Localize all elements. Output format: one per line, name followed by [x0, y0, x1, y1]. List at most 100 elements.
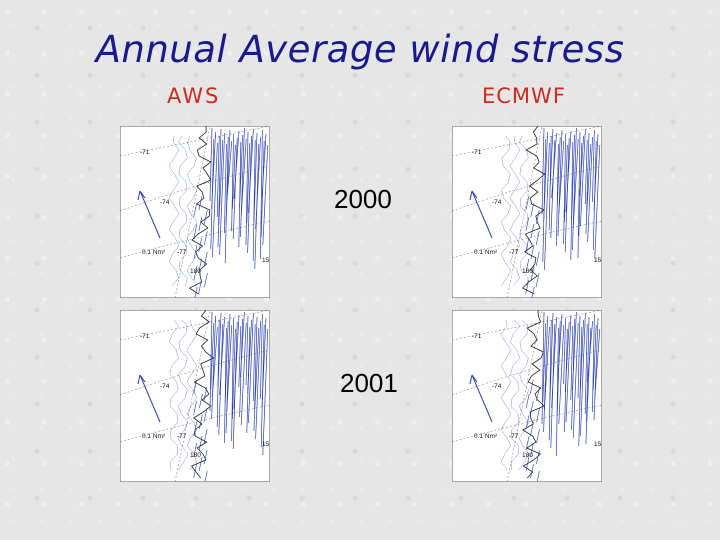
wind-vector: [549, 312, 554, 401]
wind-vector: [571, 134, 575, 221]
wind-vector: [536, 470, 540, 482]
year-label-2001: 2001: [340, 368, 398, 398]
wind-vector: [530, 265, 535, 281]
wind-vector: [525, 456, 530, 472]
scale-arrow: [139, 374, 161, 423]
contour-line: [168, 135, 180, 287]
lat-label-77: -77: [177, 433, 187, 440]
wind-vector: [572, 138, 579, 229]
wind-vector: [203, 386, 208, 402]
graticule-line: [452, 165, 602, 212]
wind-vector: [535, 230, 540, 246]
wind-vector: [525, 414, 530, 430]
wind-vector: [204, 272, 208, 288]
scale-label: 0.1 Nm²: [142, 433, 166, 440]
wind-vector: [570, 325, 574, 401]
column-label-aws: AWS: [167, 84, 221, 108]
scale-label: 0.1 Nm²: [474, 249, 498, 256]
wind-vector: [260, 129, 263, 260]
lon-label-15: 15: [594, 257, 602, 264]
column-label-ecmwf: ECMWF: [482, 84, 566, 108]
wind-vector: [224, 327, 227, 444]
wind-vector: [525, 237, 530, 253]
wind-vector: [198, 237, 202, 253]
wind-vector: [225, 313, 231, 434]
contour-line: [519, 135, 529, 287]
wind-vector: [587, 136, 593, 243]
scale-arrow-head: [137, 190, 146, 201]
wind-vector: [240, 127, 245, 238]
wind-vector: [194, 286, 198, 298]
wind-vector: [240, 138, 247, 216]
wind-vector: [224, 143, 227, 234]
wind-vector: [563, 317, 566, 385]
wind-vector: [219, 316, 225, 396]
wind-vector: [240, 311, 245, 378]
contour-line: [509, 135, 521, 287]
lat-label-74: -74: [492, 199, 502, 206]
wind-vector: [565, 130, 572, 213]
wind-vector: [232, 144, 236, 210]
wind-vector: [580, 128, 586, 227]
wind-vector: [254, 327, 260, 410]
map-frame: [120, 310, 270, 482]
lon-label-180: 180: [522, 452, 533, 459]
wind-vector: [592, 324, 597, 391]
wind-vector: [536, 407, 540, 423]
contour-line: [177, 319, 189, 471]
wind-vector: [535, 251, 540, 267]
wind-vector: [224, 320, 229, 404]
graticule-line: [174, 310, 211, 482]
wind-vector: [212, 142, 218, 258]
map-svg: -71 -74 0.1 Nm² -77 180 15: [120, 310, 270, 482]
wind-vector: [199, 393, 203, 409]
wind-vector: [198, 279, 202, 295]
wind-vector: [240, 322, 247, 426]
wind-vector: [579, 319, 584, 407]
wind-vector: [592, 313, 595, 413]
wind-vector: [262, 144, 269, 246]
wind-vector: [248, 128, 254, 214]
wind-vector: [248, 312, 254, 424]
map-ecmwf-2000: -71 -74 0.1 Nm² -77 180 15: [452, 126, 602, 298]
lon-label-180: 180: [190, 268, 201, 275]
wind-vector: [225, 129, 231, 224]
lat-label-71: -71: [140, 149, 150, 156]
wind-vector: [245, 131, 249, 246]
wind-vector: [577, 315, 581, 399]
map-ecmwf-2001: -71 -74 0.1 Nm² -77 180 15: [452, 310, 602, 482]
scale-arrow: [139, 190, 161, 239]
wind-vector: [218, 139, 224, 226]
contour-line: [500, 319, 512, 471]
wind-vector: [246, 142, 251, 224]
contour-line: [169, 319, 180, 471]
wind-vector: [525, 195, 530, 211]
wind-vector: [549, 128, 554, 191]
lat-label-74: -74: [492, 383, 502, 390]
wind-vector: [536, 386, 540, 402]
wind-vector: [204, 230, 208, 246]
wind-vector: [209, 127, 213, 202]
scale-label: 0.1 Nm²: [474, 433, 498, 440]
graticule-line: [506, 126, 543, 298]
lat-label-77: -77: [177, 249, 187, 256]
lat-label-71: -71: [472, 333, 482, 340]
wind-vector: [255, 136, 261, 230]
lon-label-15: 15: [262, 441, 270, 448]
wind-vector: [551, 316, 557, 409]
wind-vector: [198, 258, 202, 274]
wind-vector: [211, 315, 216, 420]
wind-vector: [261, 317, 267, 408]
wind-vector: [262, 328, 269, 456]
wind-vector: [577, 131, 581, 259]
wind-vector: [199, 414, 203, 430]
wind-vector: [193, 265, 198, 281]
lon-label-15: 15: [262, 257, 270, 264]
wind-vector: [203, 407, 208, 423]
wind-vector: [529, 379, 534, 395]
wind-vector: [587, 320, 593, 383]
map-svg: -71 -74 0.1 Nm² -77 180 15: [452, 310, 602, 482]
contour-line: [518, 319, 530, 471]
map-svg: -71 -74 0.1 Nm² -77 180 15: [452, 126, 602, 298]
wind-vector: [556, 136, 561, 207]
